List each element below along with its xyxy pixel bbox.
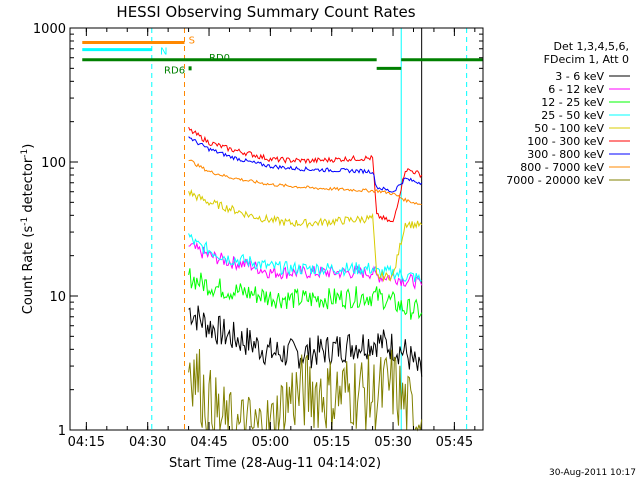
y-tick-label-0: 1 xyxy=(58,424,66,439)
series-line-7 xyxy=(188,159,422,206)
legend-label-7: 800 - 7000 keV xyxy=(520,161,604,174)
series-line-8 xyxy=(188,348,423,432)
data-layer: S N RD0 RD6 xyxy=(82,28,483,432)
flag-label-2: RD0 xyxy=(209,53,230,64)
flag-bar-3 xyxy=(188,66,192,71)
y-tick-label-2: 100 xyxy=(41,156,66,171)
footer-timestamp: 30-Aug-2011 10:17 xyxy=(549,468,636,478)
series-line-0 xyxy=(188,305,423,377)
x-tick-label-4: 05:15 xyxy=(313,435,350,450)
series-line-3 xyxy=(188,233,422,283)
y-axis-label-end: ) xyxy=(21,144,36,149)
legend: Det 1,3,4,5,6,FDecim 1, Att 0 3 - 6 keV6 … xyxy=(506,40,630,187)
legend-label-2: 12 - 25 keV xyxy=(541,96,604,109)
y-axis-label: Count Rate (s-1 detector-1) xyxy=(20,144,36,315)
x-axis-label: Start Time (28-Aug-11 04:14:02) xyxy=(169,456,381,471)
x-tick-label-2: 04:45 xyxy=(190,435,227,450)
x-tick-label-1: 04:30 xyxy=(129,435,166,450)
y-axis-label-sup2: -1 xyxy=(20,149,30,158)
series-line-6 xyxy=(188,136,423,193)
legend-label-1: 6 - 12 keV xyxy=(548,83,604,96)
y-axis-label-main: Count Rate (s xyxy=(21,226,36,315)
legend-label-3: 25 - 50 keV xyxy=(541,109,604,122)
legend-label-6: 300 - 800 keV xyxy=(527,148,604,161)
legend-label-8: 7000 - 20000 keV xyxy=(506,174,604,187)
legend-label-5: 100 - 300 keV xyxy=(527,135,604,148)
flag-label-3: RD6 xyxy=(164,66,185,77)
series-line-2 xyxy=(188,268,423,320)
plot-frame xyxy=(69,27,484,431)
legend-label-4: 50 - 100 keV xyxy=(534,122,604,135)
x-tick-label-6: 05:45 xyxy=(436,435,473,450)
legend-header-0: Det 1,3,4,5,6, xyxy=(553,40,629,53)
y-axis-label-sup1: -1 xyxy=(20,217,30,226)
y-tick-label-3: 1000 xyxy=(33,22,66,37)
chart-title: HESSI Observing Summary Count Rates xyxy=(116,3,415,21)
series-line-5 xyxy=(188,126,423,223)
x-tick-label-5: 05:30 xyxy=(374,435,411,450)
y-axis-label-mid: detector xyxy=(21,157,36,217)
axis-layer: 04:15 04:30 04:45 05:00 05:15 05:30 05:45 1 10 10… xyxy=(33,22,483,450)
x-tick-label-3: 05:00 xyxy=(252,435,289,450)
series-line-4 xyxy=(188,188,423,283)
y-tick-label-1: 10 xyxy=(49,290,66,305)
legend-label-0: 3 - 6 keV xyxy=(555,70,604,83)
legend-header-1: FDecim 1, Att 0 xyxy=(544,53,629,66)
flag-label-0: S xyxy=(189,36,195,47)
x-tick-label-0: 04:15 xyxy=(68,435,105,450)
flag-label-1: N xyxy=(160,46,167,57)
